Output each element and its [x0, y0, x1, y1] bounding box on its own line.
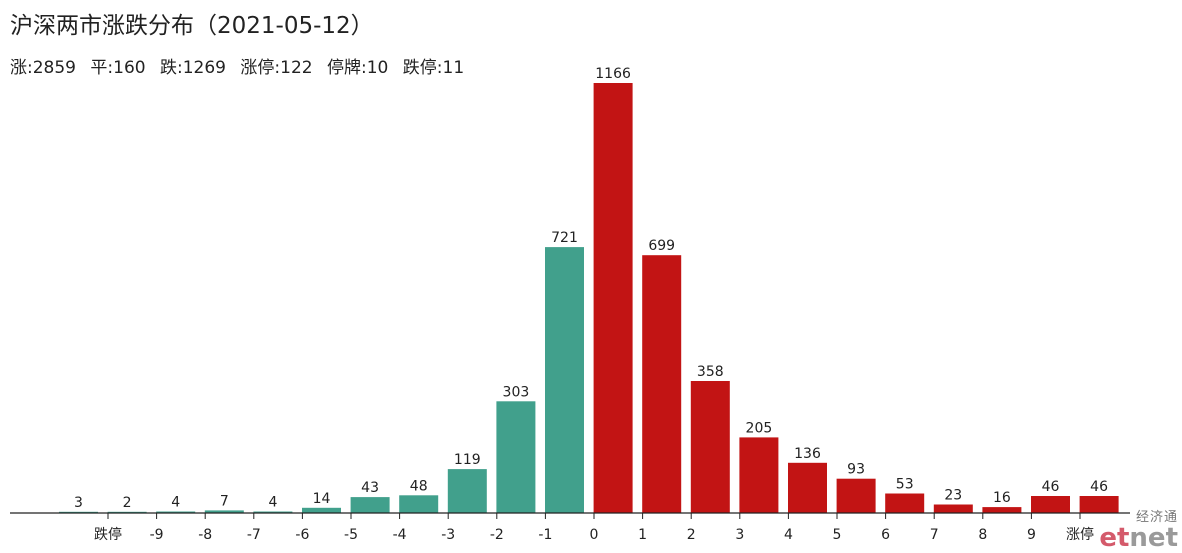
bar-10: [545, 247, 584, 513]
x-tick-label-18: 8: [978, 527, 987, 543]
bar-8: [447, 469, 487, 513]
bar-15: [788, 462, 827, 513]
x-tick-label-9: -1: [538, 527, 552, 543]
x-tick-label-0: 跌停: [94, 526, 122, 543]
x-tick-label-4: -6: [295, 527, 309, 543]
bar-9: [496, 401, 536, 513]
bar-13: [690, 381, 730, 513]
x-tick-label-8: -2: [490, 527, 504, 543]
summary-flat: 平:160: [90, 58, 146, 78]
bar-value-label-5: 14: [313, 491, 331, 507]
bar-value-label-12: 699: [648, 238, 675, 254]
bar-17: [885, 493, 925, 513]
bar-21: [1079, 496, 1119, 513]
watermark-cn-text: 经济通: [1135, 510, 1178, 525]
bar-11: [593, 83, 633, 513]
bar-value-label-9: 303: [503, 384, 530, 400]
etnet-logo: etnet: [1099, 523, 1178, 553]
bar-value-label-8: 119: [454, 452, 481, 468]
summary-down: 跌:1269: [160, 58, 226, 78]
bar-20: [1031, 496, 1070, 513]
bar-5: [302, 507, 341, 513]
x-tick-label-12: 2: [687, 527, 696, 543]
bar-value-label-13: 358: [697, 364, 724, 380]
x-tick-label-7: -3: [441, 527, 455, 543]
bar-4: [253, 511, 293, 513]
chart-title: 沪深两市涨跌分布（2021-05-12）: [10, 13, 374, 39]
bar-value-label-14: 205: [746, 420, 773, 436]
summary-limit-up: 涨停:122: [240, 58, 313, 78]
bar-19: [982, 507, 1022, 513]
bar-value-label-18: 23: [944, 488, 962, 504]
x-tick-label-11: 1: [638, 527, 647, 543]
bar-3: [204, 510, 244, 513]
x-tick-label-6: -4: [393, 527, 407, 543]
bar-value-label-1: 2: [123, 495, 132, 511]
bar-value-label-19: 16: [993, 490, 1011, 506]
bar-6: [350, 497, 390, 513]
bar-value-label-0: 3: [74, 495, 83, 511]
bar-value-label-4: 4: [268, 495, 277, 511]
x-tick-label-17: 7: [930, 527, 939, 543]
x-tick-label-20: 涨停: [1066, 526, 1094, 543]
x-tick-label-19: 9: [1027, 527, 1036, 543]
x-tick-label-13: 3: [735, 527, 744, 543]
bar-2: [156, 511, 196, 513]
bar-12: [642, 255, 682, 513]
bar-value-label-2: 4: [171, 495, 180, 511]
x-tick-label-2: -8: [198, 527, 212, 543]
x-tick-label-16: 6: [881, 527, 890, 543]
x-tick-label-3: -7: [247, 527, 261, 543]
bar-value-label-10: 721: [551, 230, 578, 246]
bar-value-label-3: 7: [220, 493, 229, 509]
etnet-watermark: 经济通 etnet: [1099, 506, 1178, 551]
bar-value-label-20: 46: [1042, 479, 1060, 495]
bar-value-label-7: 48: [410, 478, 428, 494]
summary-up: 涨:2859: [10, 58, 76, 78]
summary-limit-down: 跌停:11: [402, 58, 465, 78]
bar-18: [933, 504, 973, 513]
bar-7: [399, 495, 439, 513]
bar-value-label-17: 53: [896, 477, 914, 493]
bar-16: [836, 478, 876, 513]
bar-value-label-11: 1166: [595, 66, 631, 82]
x-tick-label-5: -5: [344, 527, 358, 543]
x-tick-label-15: 5: [833, 527, 842, 543]
bar-14: [739, 437, 779, 513]
x-tick-label-14: 4: [784, 527, 793, 543]
bar-value-label-6: 43: [361, 480, 379, 496]
summary-suspended: 停牌:10: [327, 58, 389, 78]
summary-line: 涨:2859 平:160 跌:1269 涨停:122 停牌:10 跌停:11: [10, 53, 473, 78]
x-tick-label-1: -9: [150, 527, 164, 543]
x-tick-label-10: 0: [590, 527, 599, 543]
bar-value-label-16: 93: [847, 462, 865, 478]
bar-value-label-21: 46: [1090, 479, 1108, 495]
bar-value-label-15: 136: [794, 446, 821, 462]
